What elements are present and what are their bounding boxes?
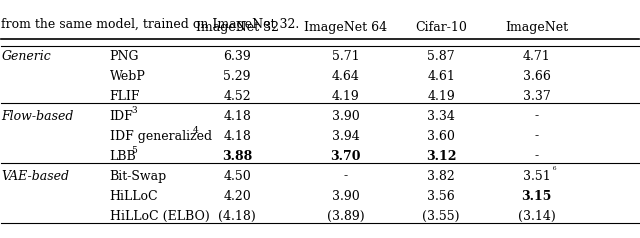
Text: Generic: Generic: [1, 50, 51, 63]
Text: 5.29: 5.29: [223, 69, 251, 83]
Text: Flow-based: Flow-based: [1, 109, 74, 123]
Text: 3.90: 3.90: [332, 189, 360, 203]
Text: 4.19: 4.19: [332, 89, 360, 103]
Text: 3.94: 3.94: [332, 129, 360, 143]
Text: (4.18): (4.18): [218, 209, 256, 223]
Text: 3.15: 3.15: [522, 189, 552, 203]
Text: -: -: [534, 129, 539, 143]
Text: 3.66: 3.66: [523, 69, 550, 83]
Text: 3.51: 3.51: [523, 169, 550, 183]
Text: -: -: [344, 169, 348, 183]
Text: 4.18: 4.18: [223, 109, 251, 123]
Text: 3: 3: [131, 106, 137, 115]
Text: (3.89): (3.89): [326, 209, 364, 223]
Text: 4.61: 4.61: [427, 69, 455, 83]
Text: FLIF: FLIF: [109, 89, 140, 103]
Text: 6.39: 6.39: [223, 50, 251, 63]
Text: Cifar-10: Cifar-10: [415, 21, 467, 34]
Text: 5: 5: [131, 146, 137, 155]
Text: (3.14): (3.14): [518, 209, 556, 223]
Text: (3.55): (3.55): [422, 209, 460, 223]
Text: LBB: LBB: [109, 149, 136, 163]
Text: -: -: [534, 149, 539, 163]
Text: 3.12: 3.12: [426, 149, 456, 163]
Text: WebP: WebP: [109, 69, 145, 83]
Text: 3.37: 3.37: [523, 89, 550, 103]
Text: 4.50: 4.50: [223, 169, 251, 183]
Text: 4.20: 4.20: [223, 189, 251, 203]
Text: HiLLoC (ELBO): HiLLoC (ELBO): [109, 209, 209, 223]
Text: ImageNet 32: ImageNet 32: [196, 21, 278, 34]
Text: ImageNet: ImageNet: [505, 21, 568, 34]
Text: 3.70: 3.70: [330, 149, 361, 163]
Text: ImageNet 64: ImageNet 64: [304, 21, 387, 34]
Text: 3.90: 3.90: [332, 109, 360, 123]
Text: IDF: IDF: [109, 109, 134, 123]
Text: 3.34: 3.34: [427, 109, 455, 123]
Text: 5.87: 5.87: [428, 50, 455, 63]
Text: 4: 4: [193, 126, 198, 135]
Text: 5.71: 5.71: [332, 50, 359, 63]
Text: ⁶: ⁶: [552, 166, 556, 175]
Text: -: -: [534, 109, 539, 123]
Text: from the same model, trained on ImageNet 32.: from the same model, trained on ImageNet…: [1, 18, 300, 31]
Text: 3.60: 3.60: [427, 129, 455, 143]
Text: 3.82: 3.82: [427, 169, 455, 183]
Text: PNG: PNG: [109, 50, 140, 63]
Text: IDF generalized: IDF generalized: [109, 129, 212, 143]
Text: 3.56: 3.56: [427, 189, 455, 203]
Text: 4.71: 4.71: [523, 50, 550, 63]
Text: HiLLoC: HiLLoC: [109, 189, 158, 203]
Text: 4.52: 4.52: [223, 89, 251, 103]
Text: 4.18: 4.18: [223, 129, 251, 143]
Text: Bit-Swap: Bit-Swap: [109, 169, 167, 183]
Text: 4.19: 4.19: [427, 89, 455, 103]
Text: 4.64: 4.64: [332, 69, 360, 83]
Text: VAE-based: VAE-based: [1, 169, 69, 183]
Text: 3.88: 3.88: [222, 149, 252, 163]
